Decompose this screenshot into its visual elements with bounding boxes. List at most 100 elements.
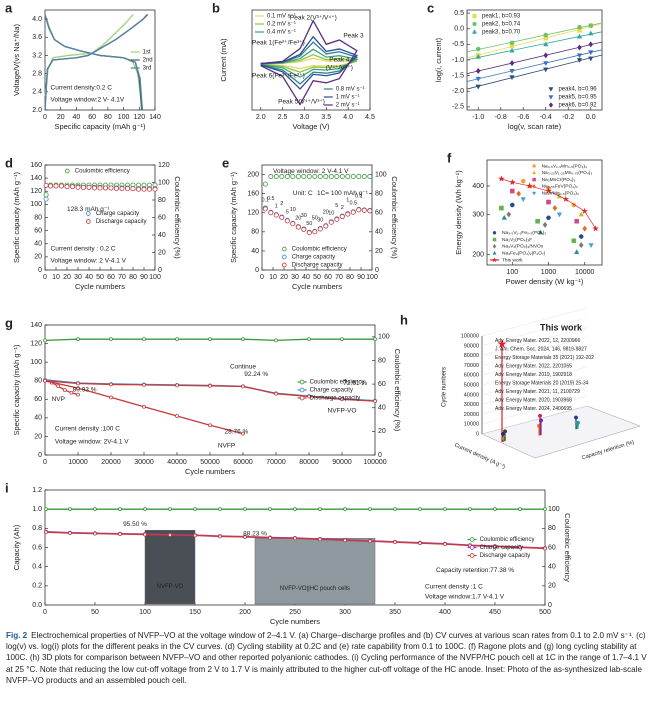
y-tick-label: 80 xyxy=(34,214,42,221)
y2-tick-label: 60 xyxy=(375,210,383,217)
x-tick-label: 10000 xyxy=(68,459,88,466)
annotation: Current density : 0.2 C xyxy=(51,246,116,253)
legend-label: Na₄Fe₃(PO₄)₂(P₂O₇) xyxy=(502,250,546,256)
y-tick-label: 120 xyxy=(247,210,259,217)
y-axis-label: Current (mA) xyxy=(219,38,228,82)
y2-tick-label: 20 xyxy=(375,248,383,255)
x-tick-label: 30 xyxy=(291,274,299,281)
data-point xyxy=(274,391,278,396)
data-point xyxy=(193,507,197,512)
legend-label: Na₃V₂(PO₄)₃/NVOx xyxy=(502,244,544,250)
data-point xyxy=(520,178,526,184)
rate-label: 10 xyxy=(328,211,334,217)
legend-label: Discharge capacity xyxy=(310,396,361,402)
y2-tick-label: 40 xyxy=(378,405,386,412)
data-point xyxy=(93,531,97,536)
entry-label: Adv. Energy Mater. 2022, 2201065 xyxy=(495,363,572,369)
data-point xyxy=(317,226,323,232)
x-tick-label: 90 xyxy=(140,274,148,281)
rate-label: 1 xyxy=(346,198,349,204)
y-tick-label: 120 xyxy=(30,340,42,347)
data-point xyxy=(279,214,285,220)
data-point xyxy=(48,183,54,189)
y-tick-label: 0.6 xyxy=(32,544,42,551)
legend-label: peak1, b=0.93 xyxy=(482,14,521,20)
annotation: Unit: C xyxy=(293,190,313,197)
series-line xyxy=(260,41,359,85)
x-tick-label: 2.0 xyxy=(256,114,266,121)
legend-marker xyxy=(532,191,537,196)
y-tick-label: 3.2 xyxy=(32,52,42,59)
y2-tick-label: 20 xyxy=(548,583,556,590)
data-point xyxy=(290,173,296,179)
inset-photo xyxy=(144,530,196,605)
legend-label: 0.4 mV s⁻¹ xyxy=(267,30,296,36)
z-tick-label: 70000 xyxy=(464,363,479,369)
data-point xyxy=(510,202,515,208)
rate-label: 5 xyxy=(335,203,338,209)
legend-marker xyxy=(491,257,498,263)
data-point xyxy=(562,195,570,203)
legend-label: Na₃.₅₅FeV(PO₄)₃ xyxy=(542,184,578,190)
data-point xyxy=(546,199,551,205)
legend-label: Coulombic efficiency xyxy=(310,380,365,386)
z-tick-label: 40000 xyxy=(464,392,479,398)
data-point xyxy=(274,338,278,343)
data-point xyxy=(345,211,351,217)
y-axis-label: Capacity (Ah) xyxy=(12,524,21,570)
data-point xyxy=(268,536,272,540)
z-grid xyxy=(481,317,588,346)
x-tick-label: 90 xyxy=(357,274,365,281)
y2-tick-label: 0 xyxy=(378,452,382,459)
data-point xyxy=(109,382,113,387)
data-point xyxy=(43,192,49,198)
x-tick-label: 80 xyxy=(129,274,137,281)
data-point xyxy=(393,507,397,512)
panel-label: e xyxy=(222,155,229,170)
y-axis-label: Specific capacity (mAh g⁻¹) xyxy=(12,344,21,436)
data-point xyxy=(518,545,522,550)
data-point xyxy=(284,173,290,179)
y-axis-label: log(i, current) xyxy=(434,37,443,82)
y-axis-label: Energy density (Wh kg⁻¹) xyxy=(454,170,463,255)
x-tick-label: 60 xyxy=(324,274,332,281)
z-tick-label: 20000 xyxy=(464,412,479,418)
legend-label: 0.1 mV s⁻¹ xyxy=(267,14,296,20)
x-tick-label: -0.2 xyxy=(562,114,574,121)
legend-label: This work xyxy=(502,257,523,263)
x-tick-label: 90000 xyxy=(332,459,352,466)
data-point xyxy=(340,337,344,342)
y-tick-label: 0.2 xyxy=(32,583,42,590)
x-tick-label: 50000 xyxy=(200,459,220,466)
legend-marker xyxy=(299,387,305,393)
entry-point xyxy=(503,429,508,434)
z-tick-label: 30000 xyxy=(464,402,479,408)
y-tick-label: -2.0 xyxy=(452,88,464,95)
rate-label: 0.1 xyxy=(355,193,363,199)
fit-line xyxy=(466,31,603,61)
data-point xyxy=(208,423,212,428)
x-tick-label: 80000 xyxy=(299,459,319,466)
figure: a0 20 40 60 80 100 120 1402.02.42.83.23.64.0Spe… xyxy=(5,0,641,626)
data-point xyxy=(279,173,285,179)
z-grid xyxy=(481,386,588,415)
data-point xyxy=(356,173,362,179)
rate-label: 1 xyxy=(275,204,278,210)
x-tick-label: 0 xyxy=(260,274,264,281)
entry-point xyxy=(538,413,543,418)
x-tick-label: 0 xyxy=(43,609,47,616)
y-tick-label: 2.0 xyxy=(32,107,42,114)
photo-label: NVFP-VO||HC pouch cells xyxy=(280,586,350,592)
data-point xyxy=(142,382,146,387)
x-tick-label: 50 xyxy=(96,274,104,281)
y-tick-label: 1.2 xyxy=(32,487,42,494)
entry-label: Energy Storage Materials 20 (2019) 25-34 xyxy=(495,380,589,386)
series-line xyxy=(260,35,359,90)
y2-tick-label: 120 xyxy=(158,162,170,169)
x-tick-label: 400 xyxy=(439,609,451,616)
x-axis-label: Cycle numbers xyxy=(292,282,342,291)
annotation: Voltage window: 2 V-4.1 V xyxy=(273,168,349,175)
x-tick-label: 40000 xyxy=(167,459,187,466)
data-point xyxy=(571,238,577,244)
